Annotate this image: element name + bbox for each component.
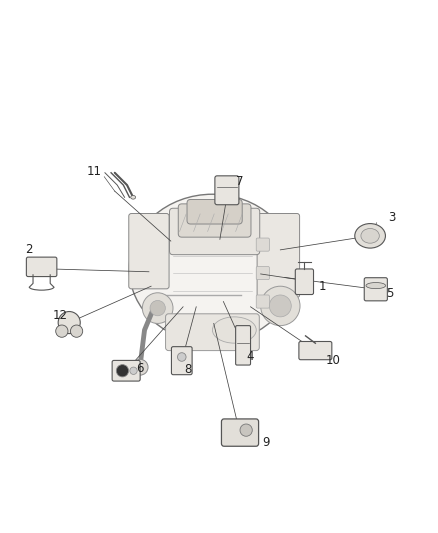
Ellipse shape — [142, 293, 173, 324]
Text: 5: 5 — [386, 287, 393, 300]
FancyBboxPatch shape — [222, 419, 258, 446]
Circle shape — [71, 325, 83, 337]
FancyBboxPatch shape — [256, 295, 269, 308]
Text: 7: 7 — [236, 175, 244, 188]
FancyBboxPatch shape — [236, 326, 251, 365]
Text: 3: 3 — [389, 211, 396, 224]
FancyBboxPatch shape — [129, 214, 169, 289]
FancyBboxPatch shape — [364, 278, 387, 301]
FancyBboxPatch shape — [257, 214, 300, 297]
FancyBboxPatch shape — [299, 342, 332, 360]
Text: 4: 4 — [246, 350, 254, 363]
FancyBboxPatch shape — [256, 238, 269, 251]
Ellipse shape — [129, 194, 296, 343]
Text: 8: 8 — [185, 363, 192, 376]
Ellipse shape — [361, 229, 379, 243]
FancyBboxPatch shape — [178, 204, 251, 237]
Text: 10: 10 — [325, 354, 340, 367]
Circle shape — [58, 311, 80, 334]
FancyBboxPatch shape — [215, 176, 239, 205]
FancyBboxPatch shape — [171, 346, 192, 375]
Ellipse shape — [355, 223, 385, 248]
Ellipse shape — [150, 301, 166, 316]
Text: 1: 1 — [318, 280, 326, 293]
Ellipse shape — [212, 317, 256, 343]
Ellipse shape — [261, 286, 300, 326]
Text: 11: 11 — [87, 165, 102, 177]
Ellipse shape — [131, 196, 136, 199]
FancyBboxPatch shape — [256, 266, 269, 280]
Text: 12: 12 — [53, 309, 68, 322]
Ellipse shape — [269, 295, 291, 317]
Text: 6: 6 — [136, 361, 144, 375]
FancyBboxPatch shape — [187, 199, 242, 224]
Circle shape — [240, 424, 252, 437]
Circle shape — [117, 365, 129, 377]
FancyBboxPatch shape — [112, 360, 140, 381]
FancyBboxPatch shape — [26, 257, 57, 277]
FancyBboxPatch shape — [166, 314, 259, 351]
FancyBboxPatch shape — [170, 208, 260, 255]
Text: 9: 9 — [262, 436, 270, 449]
Text: 2: 2 — [25, 244, 32, 256]
Circle shape — [177, 353, 186, 361]
FancyBboxPatch shape — [295, 269, 314, 295]
Circle shape — [130, 367, 137, 374]
Circle shape — [56, 325, 68, 337]
Ellipse shape — [366, 282, 385, 289]
Circle shape — [132, 359, 148, 375]
